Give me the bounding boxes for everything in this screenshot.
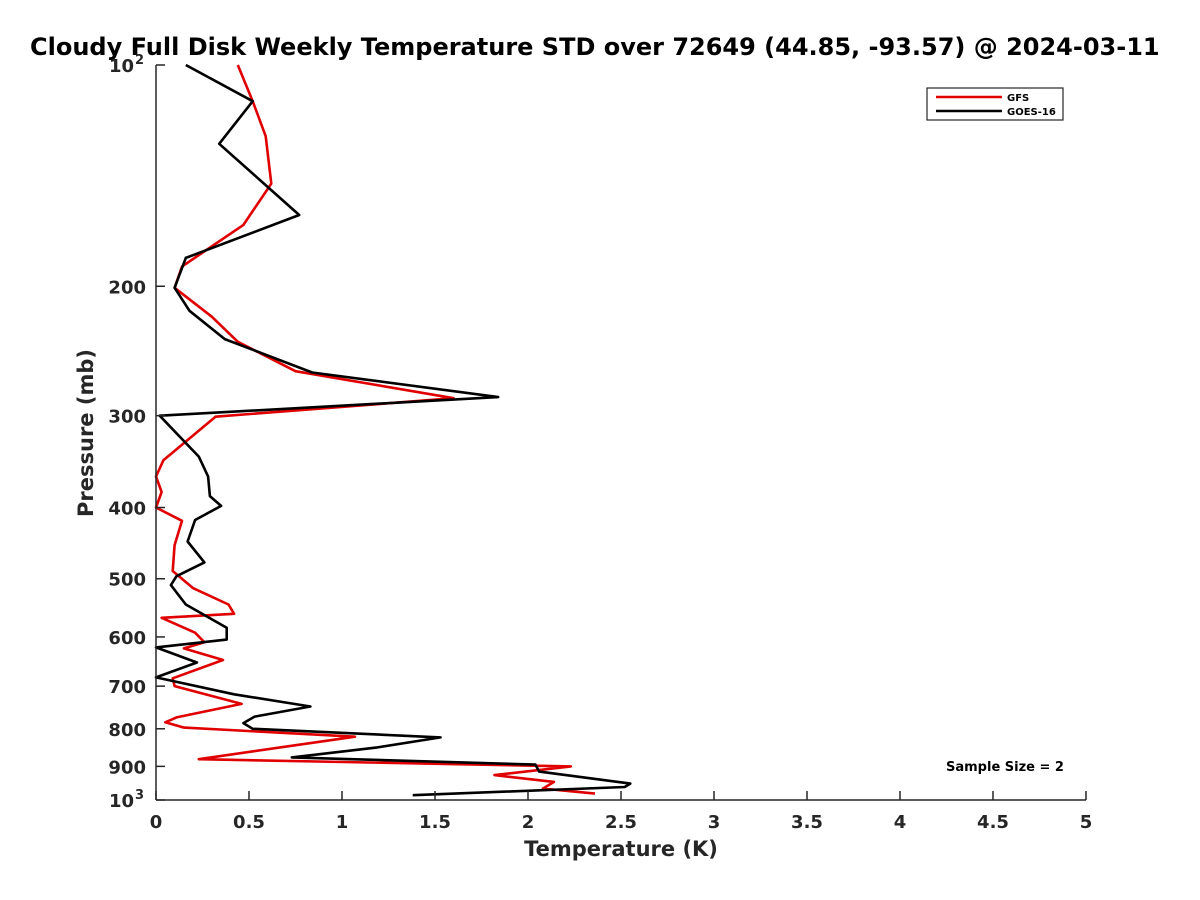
chart-title: Cloudy Full Disk Weekly Temperature STD …: [30, 33, 1160, 61]
y-tick-label: 10: [109, 791, 134, 812]
x-axis-label: Temperature (K): [524, 837, 718, 861]
legend-box: [926, 87, 1064, 121]
axes: [155, 65, 1086, 801]
series-line-goes16: [154, 63, 632, 797]
y-tick-exponent: 3: [135, 788, 144, 803]
legend: GFS GOES-16: [926, 87, 1064, 121]
x-tick-label: 0: [150, 812, 163, 833]
y-axis-label: Pressure (mb): [74, 349, 98, 517]
y-tick-label: 200: [108, 277, 146, 298]
y-tick-label: 10: [109, 56, 134, 77]
sample-size-annotation: Sample Size = 2: [946, 760, 1064, 775]
y-tick-label: 900: [108, 757, 146, 778]
x-tick-label: 0.5: [233, 812, 265, 833]
x-tick-label: 1.5: [419, 812, 451, 833]
x-tick-label: 2: [522, 812, 535, 833]
y-tick-label: 300: [108, 407, 146, 428]
plot-lines: [154, 63, 632, 797]
x-tick-label: 4.5: [977, 812, 1009, 833]
legend-label-gfs: GFS: [1007, 93, 1029, 104]
x-tick-label: 1: [336, 812, 349, 833]
x-tick-label: 4: [894, 812, 907, 833]
series-line-gfs: [154, 64, 596, 795]
x-tick-label: 3.5: [791, 812, 823, 833]
legend-label-goes16: GOES-16: [1007, 107, 1056, 118]
x-tick-label: 3: [708, 812, 721, 833]
x-tick-label: 5: [1080, 812, 1093, 833]
y-tick-label: 700: [108, 677, 146, 698]
y-tick-label: 800: [108, 720, 146, 741]
y-tick-label: 400: [108, 499, 146, 520]
y-tick-label: 600: [108, 628, 146, 649]
x-tick-label: 2.5: [605, 812, 637, 833]
x-ticks: 0 0.5 1 1.5 2 2.5 3 3.5 4 4.5 5: [150, 791, 1093, 833]
y-tick-label: 500: [108, 570, 146, 591]
y-tick-exponent: 2: [135, 53, 144, 68]
